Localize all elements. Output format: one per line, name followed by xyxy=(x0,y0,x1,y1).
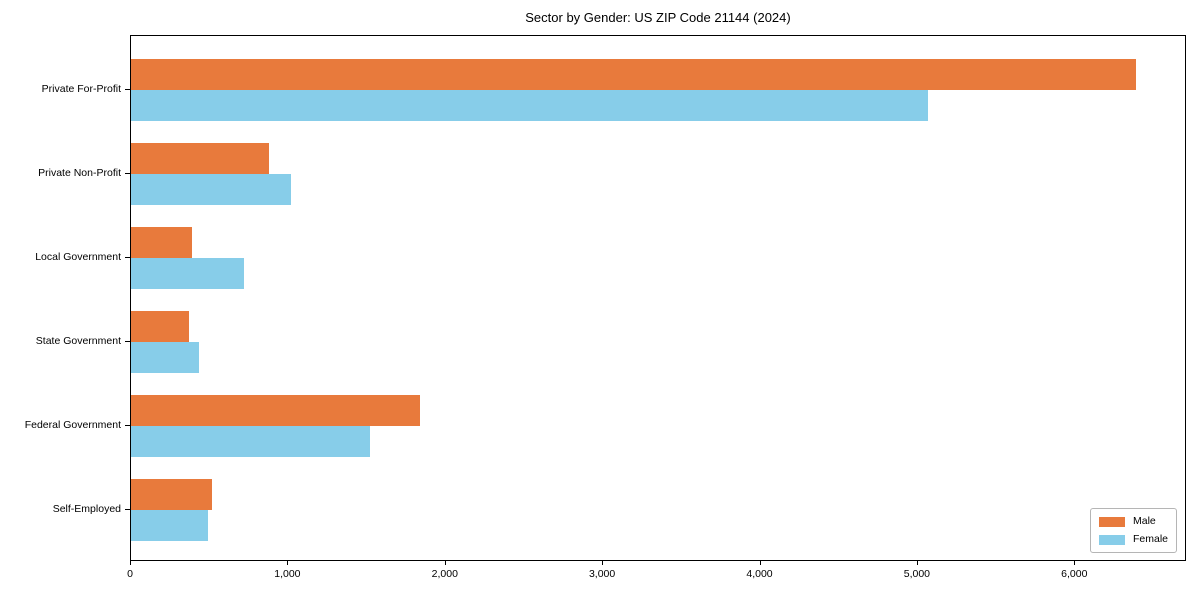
bar-male-state-government xyxy=(131,311,189,342)
bar-male-private-non-profit xyxy=(131,143,269,174)
x-tick xyxy=(287,561,289,565)
x-tick-label: 6,000 xyxy=(1061,568,1088,580)
y-tick-label: Private For-Profit xyxy=(41,83,121,95)
y-tick xyxy=(125,173,130,174)
bar-male-private-for-profit xyxy=(131,59,1136,90)
bar-female-self-employed xyxy=(131,510,208,541)
y-tick-label: Private Non-Profit xyxy=(38,167,121,179)
y-tick xyxy=(125,341,130,342)
y-tick-label: State Government xyxy=(35,335,121,347)
y-tick xyxy=(125,257,130,258)
bar-female-private-non-profit xyxy=(131,174,292,205)
bar-female-private-for-profit xyxy=(131,90,929,121)
bar-female-federal-government xyxy=(131,426,371,457)
y-tick xyxy=(125,89,130,90)
y-tick xyxy=(125,509,130,510)
x-tick xyxy=(759,561,761,565)
y-tick-label: Self-Employed xyxy=(52,503,121,515)
male-color-swatch xyxy=(1099,516,1125,527)
y-tick xyxy=(125,425,130,426)
legend-label-female: Female xyxy=(1133,533,1169,545)
x-tick xyxy=(130,561,131,565)
legend-item-female: Female xyxy=(1099,533,1168,546)
x-tick xyxy=(1074,561,1076,565)
x-tick xyxy=(916,561,918,565)
x-tick-label: 0 xyxy=(127,568,133,580)
x-tick xyxy=(444,561,446,565)
plot-area xyxy=(130,35,1186,561)
legend-item-male: Male xyxy=(1099,515,1168,528)
legend-label-male: Male xyxy=(1133,515,1156,527)
x-tick xyxy=(602,561,604,565)
bar-female-state-government xyxy=(131,342,200,373)
x-tick-label: 5,000 xyxy=(903,568,931,580)
bar-male-local-government xyxy=(131,227,192,258)
bar-female-local-government xyxy=(131,258,245,289)
x-tick-label: 1,000 xyxy=(274,568,301,580)
bar-male-self-employed xyxy=(131,479,212,510)
x-tick-label: 4,000 xyxy=(746,568,773,580)
legend: Male Female xyxy=(1090,508,1177,553)
y-tick-label: Federal Government xyxy=(24,419,121,431)
y-tick-label: Local Government xyxy=(35,251,121,263)
female-color-swatch xyxy=(1099,534,1125,545)
bar-male-federal-government xyxy=(131,395,421,426)
chart-title: Sector by Gender: US ZIP Code 21144 (202… xyxy=(525,10,791,25)
x-tick-label: 3,000 xyxy=(588,568,616,580)
x-tick-label: 2,000 xyxy=(431,568,458,580)
